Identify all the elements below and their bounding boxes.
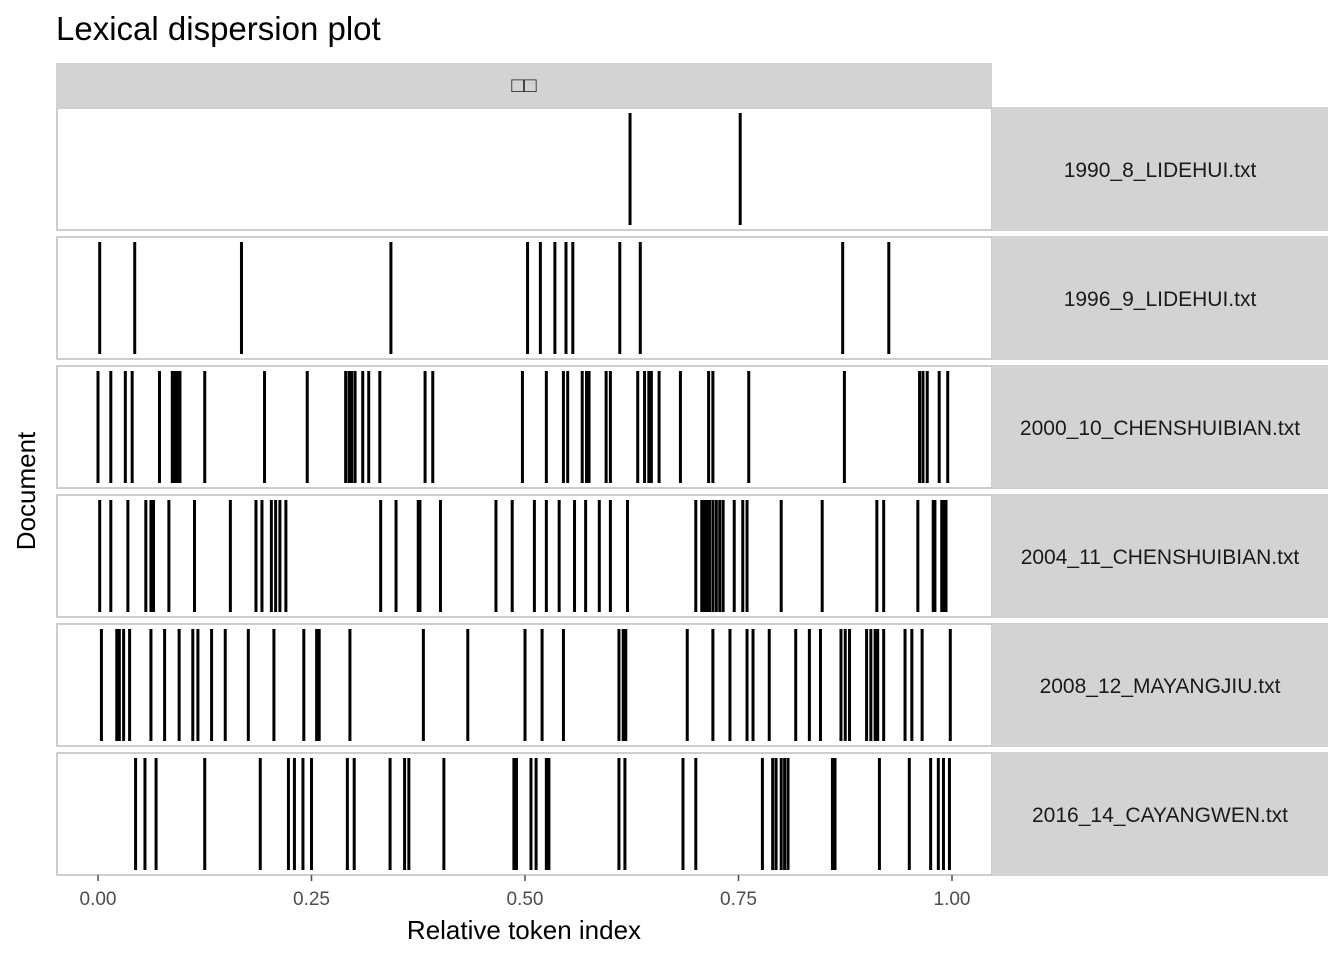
document-strip: [992, 107, 1328, 231]
document-label: 1996_9_LIDEHUI.txt: [1064, 288, 1257, 311]
facet-strip-label: □□: [511, 74, 537, 97]
document-strip: [992, 365, 1328, 489]
y-axis-label: Document: [11, 431, 41, 550]
document-panel: 2000_10_CHENSHUIBIAN.txt: [56, 365, 1328, 489]
document-strip: [992, 494, 1328, 618]
document-label: 2008_12_MAYANGJIU.txt: [1040, 675, 1281, 698]
document-panel: 1996_9_LIDEHUI.txt: [56, 236, 1328, 360]
panels: 1990_8_LIDEHUI.txt 1996_9_LIDEHUI.txt 2000…: [56, 107, 1328, 876]
document-strip: [992, 752, 1328, 876]
facet-strip: [56, 63, 992, 107]
document-label: 1990_8_LIDEHUI.txt: [1064, 159, 1257, 182]
x-axis-label: Relative token index: [407, 915, 641, 945]
chart-title: Lexical dispersion plot: [56, 10, 381, 47]
x-tick-label: 0.00: [80, 889, 117, 910]
panel-background: [56, 107, 993, 231]
document-label: 2016_14_CAYANGWEN.txt: [1032, 804, 1288, 827]
document-panel: 2004_11_CHENSHUIBIAN.txt: [56, 494, 1328, 618]
x-tick-label: 1.00: [934, 889, 971, 910]
panel-background: [56, 365, 993, 489]
document-panel: 2008_12_MAYANGJIU.txt: [56, 623, 1328, 747]
document-panel: 2016_14_CAYANGWEN.txt: [56, 752, 1328, 876]
document-strip: [992, 623, 1328, 747]
panel-background: [56, 752, 993, 876]
panel-background: [56, 236, 993, 360]
x-tick-label: 0.25: [293, 889, 330, 910]
x-tick-label: 0.75: [720, 889, 757, 910]
document-label: 2004_11_CHENSHUIBIAN.txt: [1021, 546, 1300, 569]
panel-background: [56, 494, 993, 618]
document-label: 2000_10_CHENSHUIBIAN.txt: [1020, 417, 1300, 440]
document-panel: 1990_8_LIDEHUI.txt: [56, 107, 1328, 231]
document-strip: [992, 236, 1328, 360]
x-axis: 0.00 0.25 0.50 0.75 1.00: [80, 875, 971, 910]
x-tick-label: 0.50: [507, 889, 544, 910]
